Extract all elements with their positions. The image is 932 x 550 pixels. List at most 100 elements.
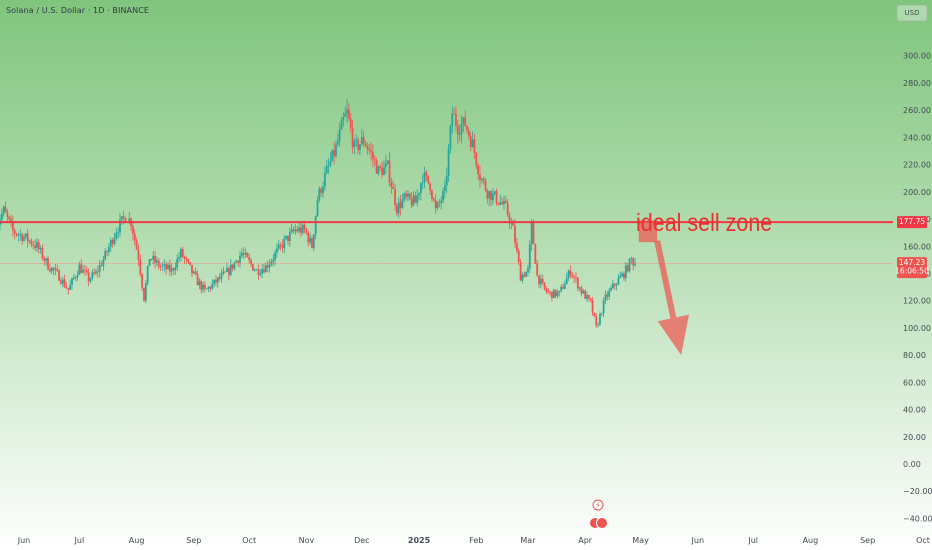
candle-body [47, 258, 49, 270]
candle-body [23, 236, 25, 241]
candle-body [233, 262, 236, 269]
candle-body [634, 263, 636, 266]
lightning-icon-glyph: ⚡ [595, 501, 601, 510]
candle-body [410, 198, 413, 206]
candle-body [401, 199, 404, 208]
candle-body [17, 234, 20, 236]
candle-body [231, 264, 234, 269]
candle-body [255, 269, 258, 271]
candle-body [253, 270, 256, 271]
candle-body [407, 193, 409, 197]
candle-body [613, 283, 616, 286]
candle-body [383, 167, 385, 176]
candle-body [562, 286, 564, 289]
arrow-head [657, 314, 690, 356]
arrow-shaft [654, 240, 677, 319]
price-axis[interactable]: 300.00280.00260.00240.00220.00200.00180.… [903, 52, 932, 524]
candle-body [482, 178, 485, 181]
currency-button[interactable]: USD [897, 5, 927, 21]
candle-body [440, 200, 443, 203]
candle-body [183, 256, 186, 259]
candle-body [571, 275, 574, 277]
candle-body [589, 298, 592, 301]
candle-body [215, 279, 217, 283]
candle-body [364, 143, 367, 147]
symbol-title: Solana / U.S. Dollar · 1D · BINANCE [6, 6, 150, 15]
candle-body [37, 242, 40, 250]
candle-body [82, 269, 84, 273]
level-price-label-text: 177.75 [899, 217, 925, 226]
candle-body [257, 269, 260, 275]
candle-body [91, 272, 94, 279]
candle-body [248, 257, 251, 261]
candle-body [399, 202, 402, 208]
candle-body [623, 273, 625, 279]
candle-body [510, 222, 513, 224]
candle-body [628, 258, 631, 272]
candle-body [209, 287, 212, 289]
candle-body [597, 324, 600, 326]
candle-body [329, 160, 332, 165]
price-tick-label: 20.00 [903, 433, 926, 442]
candle-body [429, 183, 432, 191]
price-tick-label: 260.00 [903, 106, 931, 115]
candle-body [373, 158, 376, 161]
candle-body [13, 230, 16, 234]
candle-body [418, 193, 420, 196]
candle-body [419, 183, 422, 194]
time-tick-label: Mar [520, 536, 536, 545]
drawing-layer [638, 220, 690, 356]
candle-body [67, 288, 70, 290]
event-icons[interactable]: ⚡ [589, 499, 608, 529]
candle-body [414, 195, 417, 203]
time-tick-label: Feb [469, 536, 483, 545]
candle-body [349, 118, 352, 129]
candle-body [80, 264, 83, 273]
candle-body [512, 222, 515, 226]
candle-body [547, 291, 550, 293]
time-tick-label: Oct [916, 536, 930, 545]
candle-body [213, 279, 216, 284]
price-tick-label: 160.00 [903, 242, 931, 251]
candle-body [460, 124, 463, 135]
candle-body [141, 274, 144, 288]
candle-body [133, 233, 136, 241]
candle-body [192, 271, 195, 274]
time-tick-label: Oct [242, 536, 256, 545]
candle-body [386, 160, 389, 164]
candle-body [106, 251, 108, 253]
candle-body [115, 233, 118, 238]
candle-body [72, 277, 75, 279]
candle-body [565, 277, 568, 285]
candle-body [78, 264, 81, 275]
level-price-label-box [897, 216, 927, 229]
candle-body [228, 268, 230, 275]
candle-body [370, 150, 372, 152]
candle-body [170, 268, 173, 272]
candle-body [405, 193, 408, 197]
sell-zone-annotation[interactable]: ideal sell zone [636, 209, 773, 237]
candle-body [615, 284, 618, 286]
candle-body [246, 253, 249, 258]
candle-body [545, 288, 548, 292]
candle-body [342, 117, 345, 121]
time-tick-label: Jun [17, 536, 31, 545]
candle-body [479, 174, 481, 181]
time-axis[interactable]: Jun Jul Aug Sep Oct Nov Dec 2025 Feb Mar Apr May Jun… [17, 536, 930, 545]
candle-body [204, 284, 206, 289]
candle-body [290, 229, 293, 233]
candle-body [466, 126, 468, 131]
price-tick-label: 0.00 [903, 460, 921, 469]
candle-body [552, 289, 555, 299]
candle-body [259, 273, 262, 275]
candle-body [408, 193, 411, 199]
candle-body [576, 278, 579, 289]
candle-body [301, 224, 304, 233]
candle-body [423, 172, 426, 183]
candle-body [390, 182, 393, 187]
candle-body [314, 216, 317, 235]
candle-body [150, 259, 153, 260]
candle-body [172, 268, 175, 271]
